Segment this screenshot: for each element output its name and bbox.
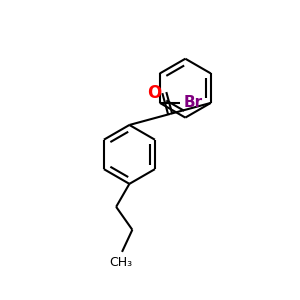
Text: O: O: [147, 84, 161, 102]
Text: CH₃: CH₃: [109, 256, 132, 269]
Text: Br: Br: [183, 95, 202, 110]
